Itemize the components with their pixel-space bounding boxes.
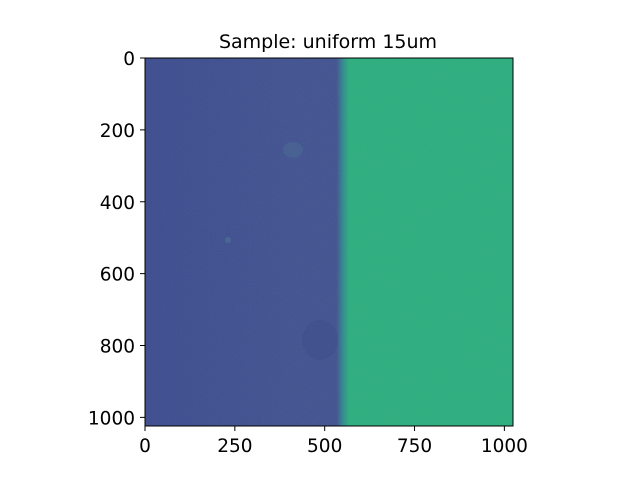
x-axis: 0 250 500 750 1000 [139, 426, 528, 457]
heatmap-image [145, 58, 513, 426]
y-tick-label: 400 [100, 193, 135, 214]
x-tick-label: 500 [307, 436, 342, 457]
y-tick-label: 0 [123, 49, 135, 70]
x-tick-label: 1000 [481, 436, 528, 457]
chart-title: Sample: uniform 15um [219, 31, 437, 53]
image-blob [302, 320, 338, 360]
y-axis: 0 200 400 600 800 1000 [88, 49, 145, 429]
image-blob [283, 142, 303, 158]
x-tick-label: 250 [217, 436, 252, 457]
x-tick-label: 0 [139, 436, 151, 457]
image-blob [225, 237, 231, 243]
y-tick-label: 200 [100, 121, 135, 142]
y-tick-label: 800 [100, 337, 135, 358]
x-tick-label: 750 [397, 436, 432, 457]
y-tick-label: 1000 [88, 408, 135, 429]
y-tick-label: 600 [100, 265, 135, 286]
axes-frame [144, 57, 514, 427]
